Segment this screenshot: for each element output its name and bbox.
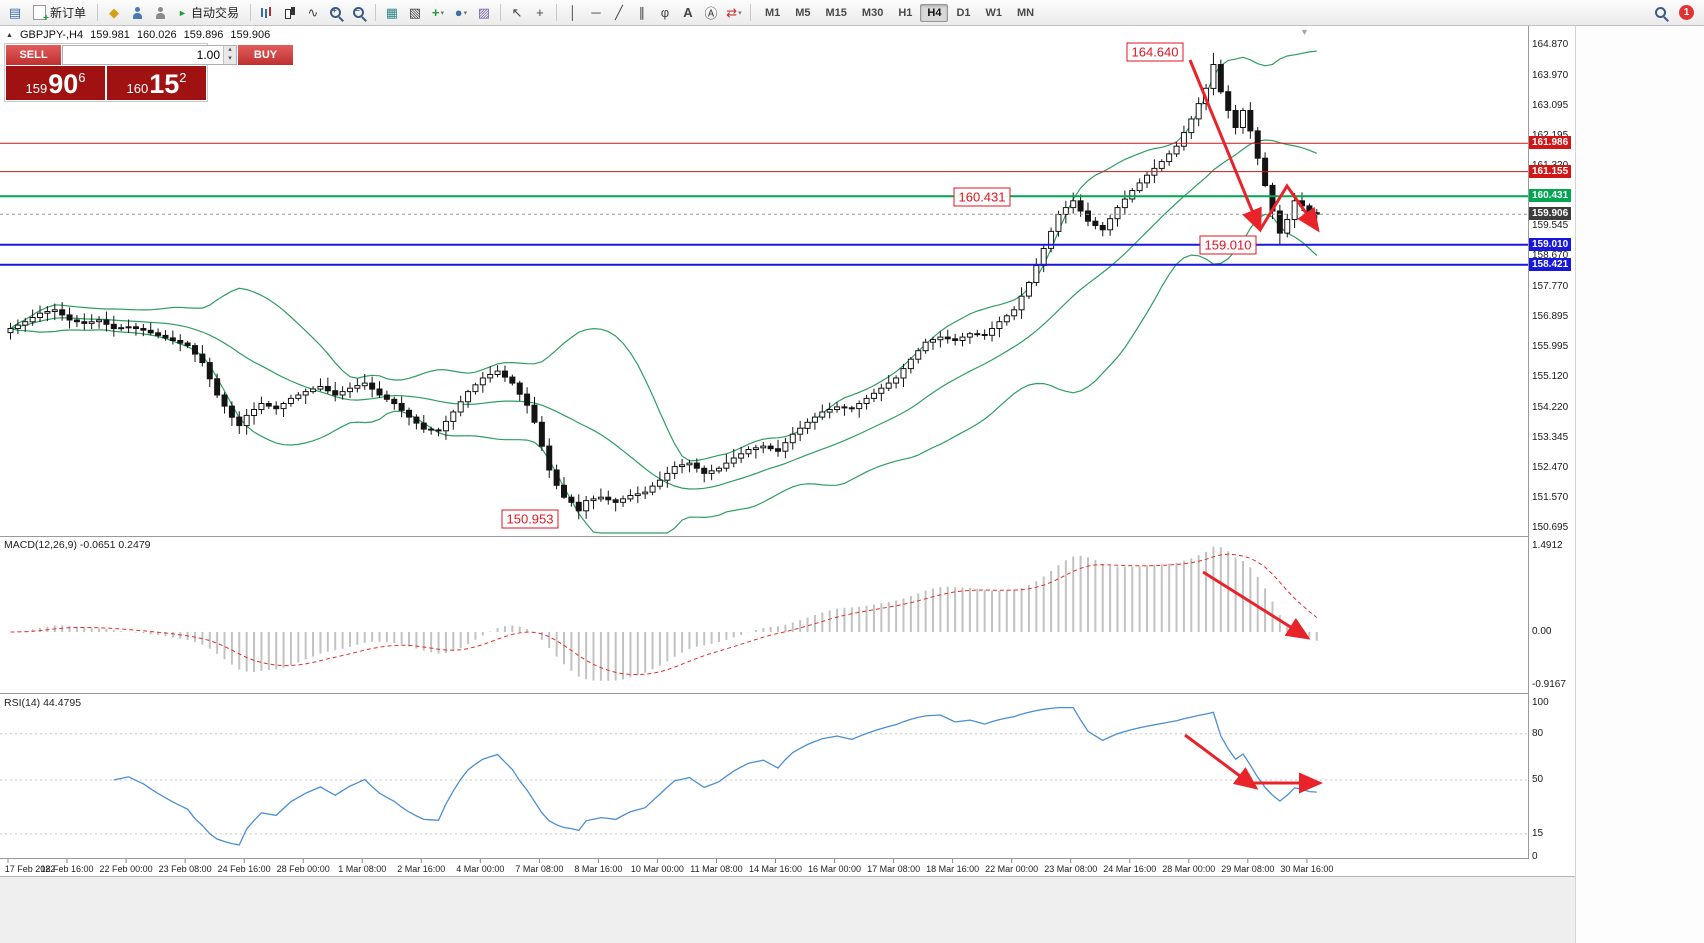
timeframe-m30[interactable]: M30 bbox=[861, 6, 884, 19]
periods-button[interactable]: ● ▾ bbox=[450, 3, 472, 23]
below-chart-area bbox=[0, 877, 1575, 943]
macd-indicator-panel[interactable] bbox=[0, 537, 1528, 694]
zoom-out-icon[interactable]: − bbox=[348, 3, 370, 23]
candles-icon bbox=[283, 6, 297, 20]
timeframe-h1[interactable]: H1 bbox=[898, 6, 913, 19]
candlestick-type-icon[interactable] bbox=[279, 3, 301, 23]
chart-shift-marker[interactable]: ▼ bbox=[1300, 27, 1309, 37]
toolbar-separator bbox=[749, 4, 751, 21]
caret-down-icon: ▾ bbox=[738, 9, 742, 17]
timeframe-w1[interactable]: W1 bbox=[985, 6, 1003, 19]
search-icon[interactable] bbox=[1650, 3, 1672, 23]
rsi-indicator-panel[interactable] bbox=[0, 694, 1528, 859]
new-order-doc-icon: + bbox=[33, 5, 49, 24]
play-icon: ► bbox=[178, 7, 187, 18]
toolbar-separator bbox=[97, 4, 99, 21]
buy-price-button[interactable]: 160 15 2 bbox=[107, 66, 206, 100]
bar-chart-type-icon[interactable] bbox=[256, 3, 278, 23]
ohlc-bars-icon bbox=[260, 6, 274, 20]
sell-price-sup: 6 bbox=[78, 70, 86, 85]
magnifier-icon: + bbox=[328, 5, 344, 21]
trendline-tool-icon[interactable]: ╱ bbox=[615, 4, 623, 20]
ohlc-close: 159.906 bbox=[230, 29, 271, 41]
toolbar-separator bbox=[499, 4, 501, 21]
price-scale[interactable] bbox=[1528, 26, 1576, 859]
timeframe-mn[interactable]: MN bbox=[1017, 6, 1035, 19]
ohlc-high: 160.026 bbox=[136, 29, 177, 41]
chart-ohlc-header: ▲ GBPJPY-,H4 159.981 160.026 159.896 159… bbox=[6, 29, 270, 41]
volume-input[interactable] bbox=[63, 46, 223, 64]
magnifier-icon bbox=[1653, 5, 1669, 21]
arrows-tool-button[interactable]: ⇄ ▾ bbox=[723, 3, 745, 23]
sell-price-prefix: 159 bbox=[25, 81, 48, 96]
sell-price-button[interactable]: 159 90 6 bbox=[6, 66, 105, 100]
template-icon[interactable]: ▨ bbox=[477, 4, 491, 20]
volume-down-button[interactable]: ▾ bbox=[223, 55, 236, 64]
tile-windows-icon[interactable]: ▦ bbox=[385, 4, 399, 20]
timeframe-m1[interactable]: M1 bbox=[764, 6, 781, 19]
buy-price-big: 15 bbox=[149, 69, 180, 99]
timeframe-m15[interactable]: M15 bbox=[825, 6, 847, 19]
period-dot-icon: ● bbox=[454, 5, 463, 20]
symbol-name: GBPJPY-,H4 bbox=[19, 29, 84, 41]
ohlc-open: 159.981 bbox=[90, 29, 130, 41]
vertical-line-tool-icon[interactable]: │ bbox=[568, 5, 578, 20]
plus-icon: + bbox=[331, 6, 337, 15]
autotrade-label: 自动交易 bbox=[190, 6, 239, 20]
toolbar-separator bbox=[555, 4, 557, 21]
main-price-chart[interactable] bbox=[0, 26, 1528, 537]
timeframe-toolbar: M1 M5 M15 M30 H1 H4 D1 W1 MN bbox=[758, 3, 1041, 22]
crosshair-tool-icon[interactable]: + bbox=[536, 5, 544, 20]
ohlc-low: 159.896 bbox=[183, 29, 224, 41]
timeframe-h4[interactable]: H4 bbox=[920, 3, 949, 22]
autotrade-button[interactable]: ► 自动交易 bbox=[172, 3, 245, 23]
cursor-tool-icon[interactable]: ↖ bbox=[511, 4, 523, 20]
new-order-label: 新订单 bbox=[50, 6, 87, 20]
minus-icon: − bbox=[354, 6, 360, 15]
sell-price-big: 90 bbox=[48, 69, 79, 99]
magnifier-icon: − bbox=[351, 5, 367, 21]
time-axis[interactable] bbox=[0, 859, 1575, 877]
label-tool-icon[interactable]: Ⓐ bbox=[704, 6, 718, 21]
notification-badge[interactable]: 1 bbox=[1679, 5, 1694, 20]
toolbar-separator bbox=[374, 4, 376, 21]
volume-stepper: ▴ ▾ bbox=[62, 45, 237, 65]
caret-down-icon: ▾ bbox=[463, 9, 468, 17]
new-order-button[interactable]: + 新订单 bbox=[27, 3, 92, 24]
chart-window-icon[interactable]: ▤ bbox=[8, 4, 22, 20]
line-chart-type-icon[interactable]: ∿ bbox=[307, 4, 319, 20]
caret-down-icon: ▾ bbox=[440, 9, 444, 17]
volume-up-button[interactable]: ▴ bbox=[223, 46, 236, 55]
buy-price-prefix: 160 bbox=[126, 81, 149, 96]
plus-icon: + bbox=[43, 13, 49, 24]
text-tool-icon[interactable]: A bbox=[683, 5, 693, 20]
top-toolbar: ▤ + 新订单 ◆ ► 自动交易 ∿ + − ▦ ▧ + ▾ ● ▾ ▨ ↖ + │… bbox=[0, 0, 1704, 26]
sell-button[interactable]: SELL bbox=[6, 45, 61, 65]
buy-button[interactable]: BUY bbox=[238, 45, 293, 65]
timeframe-m5[interactable]: M5 bbox=[795, 6, 811, 19]
one-click-trading-panel: SELL ▴ ▾ BUY 159 90 6 160 15 2 bbox=[4, 43, 293, 102]
add-indicator-button[interactable]: + ▾ bbox=[427, 3, 449, 23]
person-icon bbox=[154, 6, 167, 20]
right-empty-area bbox=[1575, 26, 1704, 943]
cascade-windows-icon[interactable]: ▧ bbox=[408, 4, 422, 20]
timeframe-d1[interactable]: D1 bbox=[956, 6, 971, 19]
person-icon bbox=[131, 6, 144, 20]
zoom-in-icon[interactable]: + bbox=[325, 3, 347, 23]
collapse-panel-icon[interactable]: ▲ bbox=[6, 31, 13, 39]
fibonacci-tool-icon[interactable]: φ bbox=[660, 5, 670, 20]
signals-icon[interactable] bbox=[126, 3, 148, 23]
market-icon[interactable]: ◆ bbox=[109, 4, 120, 20]
volume-spinner: ▴ ▾ bbox=[223, 46, 236, 64]
toolbar-separator bbox=[249, 4, 251, 21]
horizontal-line-tool-icon[interactable]: ─ bbox=[591, 5, 601, 20]
plus-icon: + bbox=[431, 5, 440, 20]
community-icon[interactable] bbox=[149, 3, 171, 23]
arrows-icon: ⇄ bbox=[726, 4, 738, 20]
buy-price-sup: 2 bbox=[179, 70, 187, 85]
channel-tool-icon[interactable]: ∥ bbox=[638, 4, 646, 20]
